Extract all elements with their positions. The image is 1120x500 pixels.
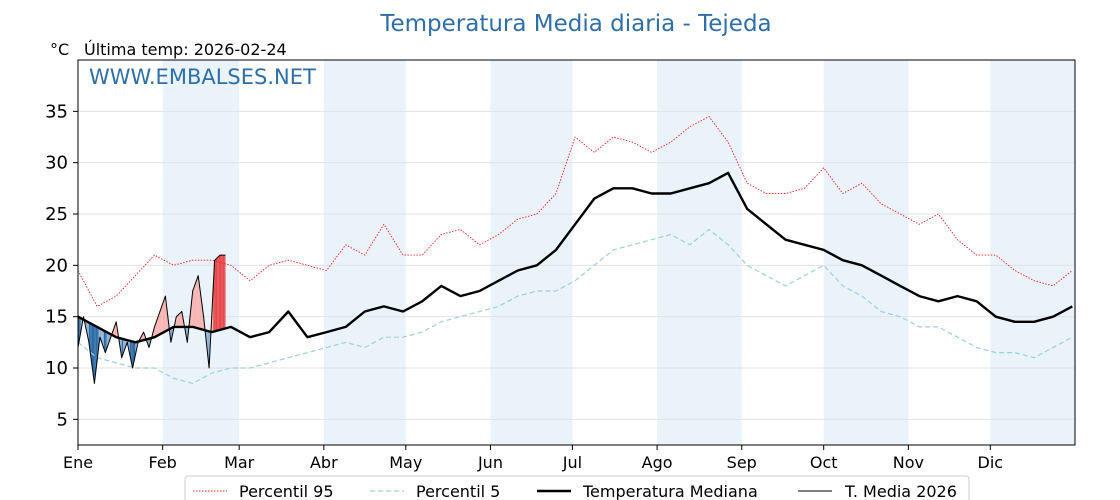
x-tick-label-abr: Abr (310, 453, 338, 472)
legend-label-p95: Percentil 95 (239, 482, 334, 500)
anomaly-fill-below (105, 331, 107, 353)
x-tick-label-mar: Mar (224, 453, 255, 472)
anomaly-fill-above (192, 287, 195, 328)
series-line-percentil-95 (77, 116, 1073, 307)
x-tick-label-sep: Sep (727, 453, 757, 472)
legend-box (184, 475, 970, 500)
month-band-dic (990, 60, 1075, 445)
anomaly-fill-above (220, 255, 222, 330)
anomaly-fill-below (121, 338, 124, 358)
anomaly-fill-above (159, 307, 162, 335)
anomaly-fill-below (97, 326, 99, 361)
y-tick-label-15: 15 (45, 307, 68, 328)
month-band-oct (823, 60, 909, 445)
anomaly-fill-above (177, 314, 180, 327)
last-temp-label: Última temp: 2026-02-24 (84, 40, 287, 59)
anomaly-fill-above (161, 303, 163, 334)
anomaly-fill-above (113, 325, 115, 337)
series-line-percentil-5 (77, 228, 1073, 384)
month-band-abr (323, 60, 406, 445)
y-tick-label-35: 35 (45, 101, 68, 122)
unit-label: °C (50, 40, 69, 59)
anomaly-fill-above (217, 256, 219, 331)
y-tick-label-25: 25 (45, 204, 68, 225)
anomaly-fill-below (207, 330, 210, 368)
anomaly-fill-above (194, 283, 196, 328)
anomaly-fill-above (180, 311, 182, 327)
anomaly-fill-above (158, 311, 160, 335)
anomaly-fill-below (102, 329, 104, 349)
x-tick-label-oct: Oct (810, 453, 838, 472)
anomaly-fill-below (93, 324, 95, 384)
anomaly-fill-above (196, 275, 199, 329)
month-band-ago (657, 60, 742, 445)
chart-title: Temperatura Media diaria - Tejeda (379, 11, 771, 37)
anomaly-fill-below (88, 322, 91, 353)
anomaly-fill-above (162, 299, 165, 333)
anomaly-fill-below (91, 324, 94, 374)
anomaly-fill-above (221, 255, 223, 330)
x-tick-label-ago: Ago (642, 453, 673, 472)
month-band-feb (162, 60, 240, 445)
anomaly-fill-above (215, 257, 218, 331)
anomaly-fill-above (224, 255, 226, 329)
legend-label-2026: T. Media 2026 (844, 482, 957, 500)
anomaly-fill-above (195, 279, 197, 329)
y-tick-label-30: 30 (45, 153, 68, 174)
x-tick-label-ene: Ene (63, 453, 93, 472)
series-line-t-media-2026 (77, 254, 226, 384)
anomaly-fill-above (191, 291, 193, 327)
anomaly-fill-above (164, 296, 166, 333)
anomaly-fill-above (222, 255, 225, 330)
anomaly-fill-above (218, 255, 221, 331)
anomaly-fill-above (198, 275, 200, 329)
anomaly-fill-above (157, 315, 159, 336)
legend: Percentil 95 Percentil 5 Temperatura Med… (184, 475, 970, 500)
anomaly-fill-below (94, 325, 96, 384)
y-tick-label-10: 10 (45, 358, 68, 379)
month-band-jun (490, 60, 573, 445)
anomaly-fill-above (176, 315, 178, 327)
y-tick-label-20: 20 (45, 255, 68, 276)
y-tick-label-5: 5 (57, 409, 68, 430)
anomaly-fill-above (179, 312, 181, 327)
anomaly-fill-above (214, 258, 216, 332)
anomaly-fill-below (124, 339, 126, 351)
legend-label-median: Temperatura Mediana (582, 482, 758, 500)
anomaly-fill-below (103, 330, 106, 353)
series-line-temperatura-mediana (77, 171, 1073, 344)
x-tick-label-jun: Jun (477, 453, 503, 472)
x-tick-label-jul: Jul (562, 453, 582, 472)
plot-frame (77, 59, 1076, 446)
anomaly-fill-above (213, 260, 215, 332)
x-tick-label-feb: Feb (149, 453, 177, 472)
x-tick-label-nov: Nov (893, 453, 924, 472)
watermark: WWW.EMBALSES.NET (89, 65, 316, 89)
x-tick-label-may: May (389, 453, 422, 472)
legend-label-p5: Percentil 5 (416, 482, 500, 500)
x-tick-label-dic: Dic (978, 453, 1004, 472)
anomaly-fill-below (79, 317, 81, 340)
